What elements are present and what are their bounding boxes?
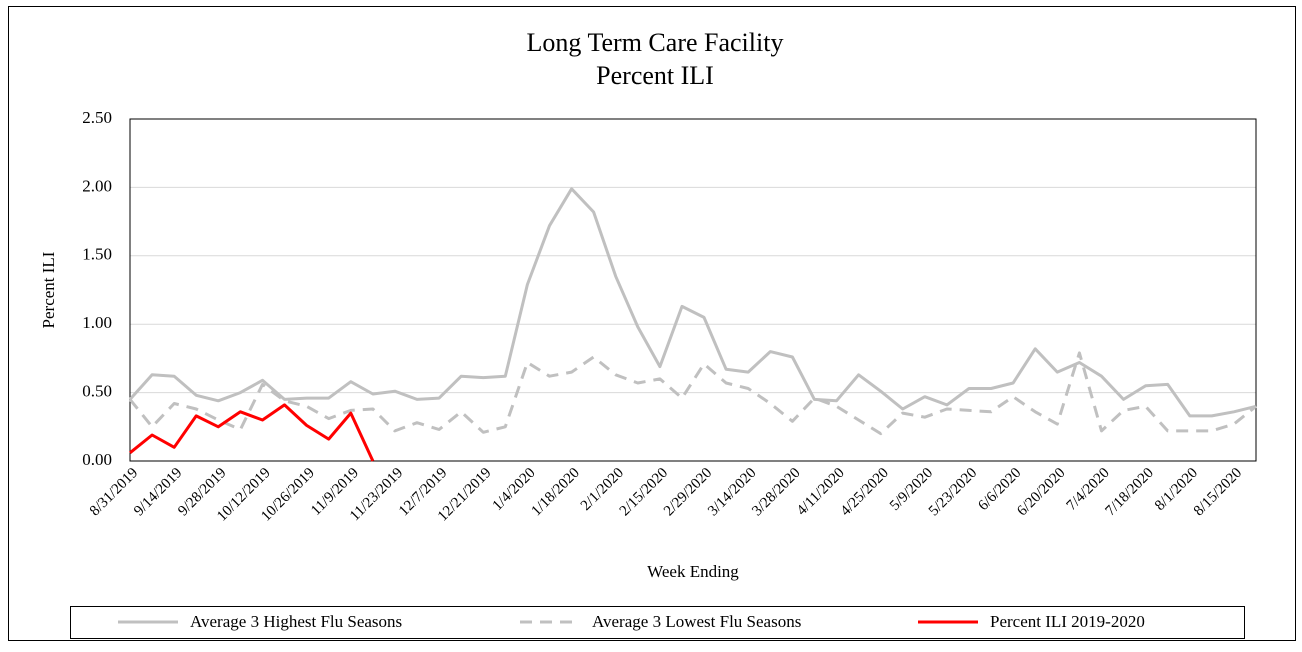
x-axis-title: Week Ending <box>647 562 739 581</box>
legend-label: Average 3 Lowest Flu Seasons <box>592 612 801 631</box>
y-tick-label: 2.00 <box>82 176 112 195</box>
chart-subtitle: Percent ILI <box>596 61 714 90</box>
chart-title: Long Term Care Facility <box>527 28 784 57</box>
y-tick-label: 0.50 <box>82 382 112 401</box>
series-line <box>128 351 1257 436</box>
y-axis-title: Percent ILI <box>39 251 58 328</box>
chart-border <box>8 6 1296 641</box>
plot-border <box>129 118 1257 462</box>
y-tick-label: 2.50 <box>82 108 112 127</box>
legend-label: Percent ILI 2019-2020 <box>990 612 1145 631</box>
series-line <box>128 187 1257 418</box>
y-tick-label: 1.00 <box>82 313 112 332</box>
legend-box <box>70 606 1245 639</box>
legend-label: Average 3 Highest Flu Seasons <box>190 612 402 631</box>
y-tick-label: 1.50 <box>82 245 112 264</box>
series-line <box>129 403 375 462</box>
y-tick-label: 0.00 <box>82 450 112 469</box>
